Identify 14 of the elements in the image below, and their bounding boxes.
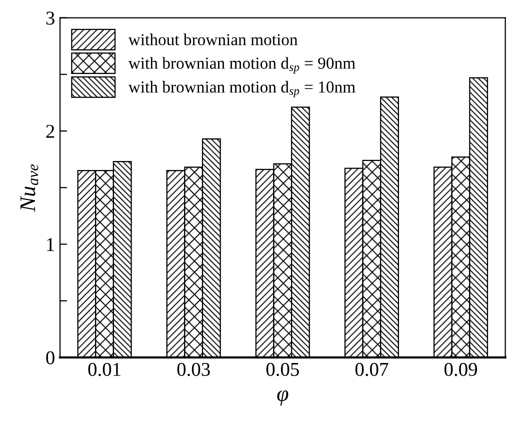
- y-tick-label: 0: [46, 351, 54, 364]
- x-tick-label: 0.09: [444, 362, 477, 376]
- x-tick-label: 0.05: [266, 362, 299, 376]
- x-tick-label: 0.03: [177, 362, 210, 376]
- y-tick-label: 1: [47, 238, 54, 251]
- legend-label: with brownian motion d$_{sp}$ = 10nm: [128, 80, 356, 98]
- y-tick-label: 2: [46, 124, 54, 138]
- legend-label: without brownian motion: [128, 34, 298, 46]
- x-tick-label: 0.01: [88, 362, 120, 376]
- y-axis-title: Nu$_{ave}$: [20, 164, 38, 212]
- legend-label: with brownian motion d$_{sp}$ = 90nm: [128, 57, 356, 74]
- x-tick-label: 0.07: [355, 362, 388, 376]
- x-axis-title: φ: [277, 390, 288, 406]
- y-tick-label: 3: [46, 12, 54, 25]
